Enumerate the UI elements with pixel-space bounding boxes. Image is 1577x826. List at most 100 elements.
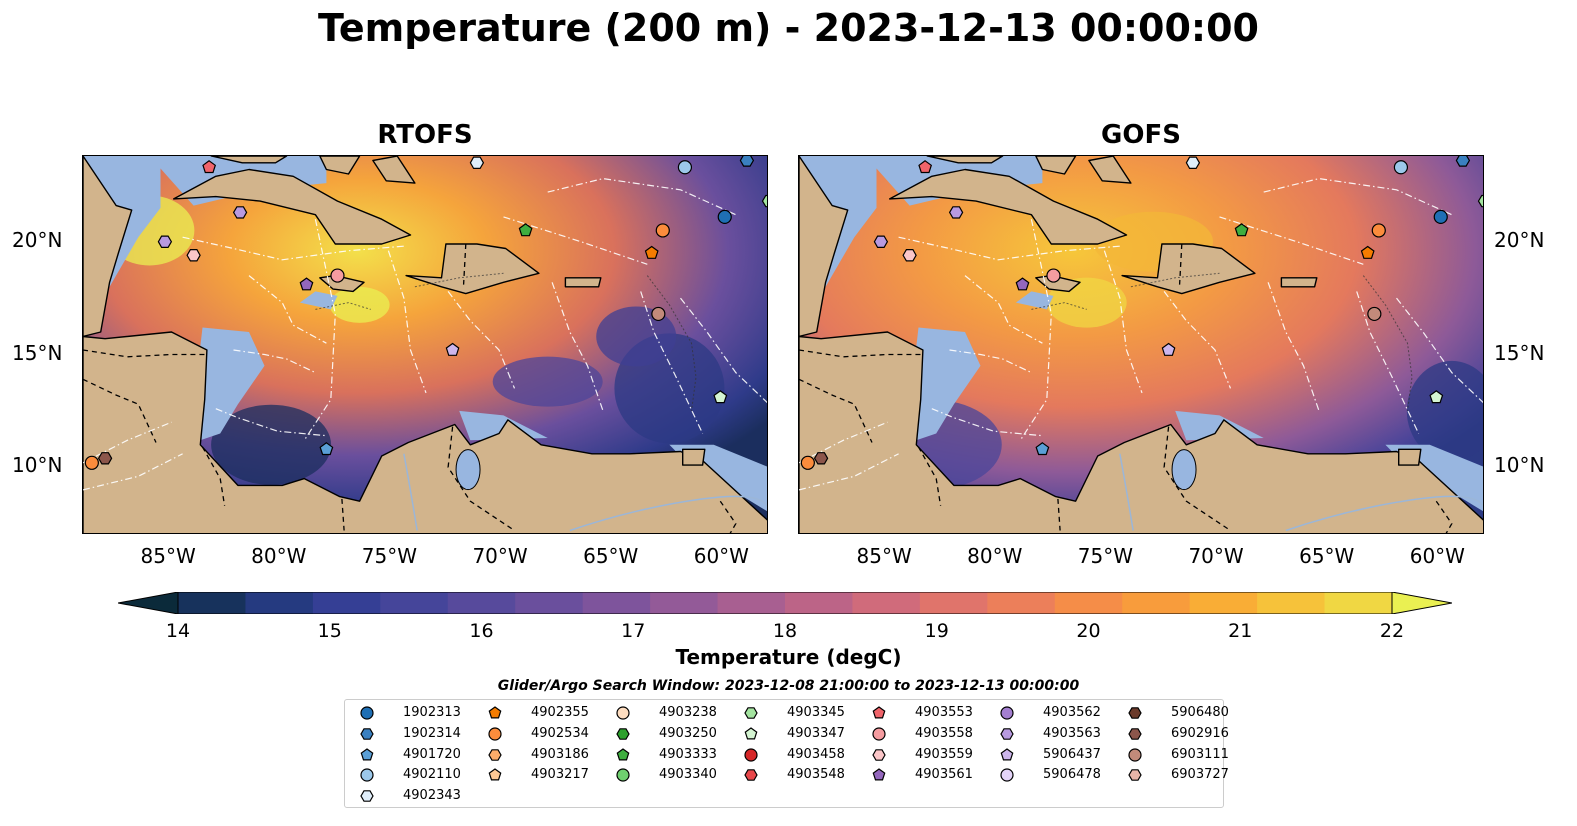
colorbar-tick-label: 22 [1379, 620, 1405, 642]
float-marker-4903561[interactable] [1015, 277, 1030, 291]
x-tick-label: 75°W [1077, 544, 1134, 568]
float-marker-4903553[interactable] [202, 160, 217, 174]
float-marker-4901720[interactable] [1035, 442, 1050, 456]
float-marker-4903559[interactable] [902, 248, 917, 262]
legend-label: 5906437 [1043, 746, 1101, 762]
float-marker-4903333[interactable] [1234, 223, 1249, 237]
x-tick-label: 75°W [361, 544, 418, 568]
float-marker-6903111[interactable] [651, 306, 666, 322]
legend-label: 1902313 [403, 705, 461, 720]
float-marker-1902314[interactable] [1455, 156, 1471, 167]
colorbar-segment [312, 592, 381, 614]
colorbar-segment [987, 592, 1056, 614]
legend-label: 5906478 [1043, 767, 1101, 783]
float-marker-4903558[interactable] [1046, 268, 1061, 283]
float-marker-6902916[interactable] [813, 452, 829, 465]
float-marker-4902534[interactable] [655, 223, 670, 238]
float-marker-4902343[interactable] [1185, 156, 1201, 169]
colorbar-tick-label: 17 [621, 620, 646, 642]
legend-label: 4903347 [787, 725, 845, 741]
legend-marker-circle-icon [1128, 747, 1142, 762]
float-marker-4903558[interactable] [330, 268, 345, 283]
float-marker-4903345[interactable] [1477, 194, 1485, 208]
y-tick-label: 20°N [1494, 227, 1545, 252]
legend-label: 4903333 [659, 746, 717, 762]
float-marker-4903347[interactable] [713, 390, 728, 404]
legend-marker-circle-icon [488, 727, 502, 741]
float-marker-4903563[interactable] [157, 235, 173, 249]
float-marker-4902110[interactable] [1393, 160, 1409, 175]
legend-marker-hexagon-icon [360, 790, 374, 802]
float-marker-4902343[interactable] [469, 156, 485, 169]
colorbar-segment [1122, 592, 1191, 614]
legend-label: 4903563 [1043, 725, 1101, 741]
x-tick-label: 60°W [1409, 544, 1465, 568]
float-marker-4901720[interactable] [319, 442, 334, 456]
legend-marker-pentagon-icon [488, 706, 502, 719]
float-marker-4902355[interactable] [644, 245, 659, 259]
float-marker-4902534[interactable] [800, 455, 815, 470]
legend-marker-circle-icon [616, 768, 630, 782]
colorbar-tick-label: 21 [1228, 620, 1253, 642]
float-marker-4903553[interactable] [918, 160, 933, 174]
rtofs-map[interactable] [82, 155, 768, 534]
legend-label: 1902314 [403, 725, 461, 741]
legend-marker-hexagon-icon [1128, 727, 1142, 740]
colorbar-segment [717, 592, 786, 614]
legend-marker-pentagon-icon [872, 768, 886, 781]
legend-marker-circle-icon [360, 768, 374, 782]
legend-marker-circle-icon [1000, 768, 1014, 782]
legend-label: 4903548 [787, 767, 845, 783]
float-marker-4902355[interactable] [1360, 245, 1375, 259]
search-window-text: Glider/Argo Search Window: 2023-12-08 21… [497, 678, 1080, 694]
colorbar-segment [1324, 592, 1393, 614]
float-marker-4903347[interactable] [1429, 390, 1444, 404]
x-tick-label: 80°W [967, 544, 1023, 568]
colorbar-segment [919, 592, 988, 614]
legend-marker-pentagon-icon [744, 727, 758, 740]
legend-label: 4903186 [531, 746, 589, 762]
float-marker-4903563[interactable] [948, 206, 964, 219]
colorbar-segment [582, 592, 651, 614]
float-marker-4902110[interactable] [677, 160, 693, 175]
float-marker-4903563[interactable] [232, 206, 248, 219]
legend-label: 6903727 [1171, 767, 1229, 783]
float-marker-4903333[interactable] [518, 223, 533, 237]
legend-marker-hexagon-icon [616, 727, 630, 740]
float-marker-1902313[interactable] [717, 209, 732, 225]
legend-label: 4903217 [531, 767, 589, 783]
float-marker-4903561[interactable] [299, 277, 314, 291]
legend-label: 4902355 [531, 705, 589, 720]
legend-label: 4903345 [787, 705, 845, 720]
x-tick-label: 65°W [583, 544, 639, 568]
float-marker-1902313[interactable] [1433, 209, 1448, 225]
float-marker-4903563[interactable] [873, 235, 889, 249]
legend-label: 4902343 [403, 788, 461, 804]
float-marker-4903345[interactable] [761, 194, 769, 208]
legend-label: 4903250 [659, 725, 717, 741]
colorbar-tick-label: 19 [924, 620, 949, 642]
float-marker-6903111[interactable] [1367, 306, 1382, 322]
legend-marker-circle-icon [1000, 706, 1014, 720]
legend-label: 4903562 [1043, 705, 1101, 720]
float-marker-5906437[interactable] [445, 342, 460, 356]
colorbar-tick-label: 18 [772, 620, 798, 642]
y-tick-label: 15°N [1494, 340, 1545, 365]
colorbar-extend-high [1391, 592, 1452, 614]
float-marker-1902314[interactable] [739, 156, 755, 167]
float-marker-6902916[interactable] [97, 452, 113, 465]
legend-marker-hexagon-icon [1128, 707, 1142, 719]
float-marker-4902534[interactable] [1371, 223, 1386, 238]
legend-marker-hexagon-icon [488, 748, 502, 761]
colorbar-segment [1054, 592, 1123, 614]
colorbar-label: Temperature (degC) [675, 645, 902, 669]
gofs-map[interactable] [798, 155, 1484, 534]
figure-title: Temperature (200 m) - 2023-12-13 00:00:0… [317, 6, 1259, 50]
float-marker-4903559[interactable] [186, 248, 201, 262]
float-marker-5906437[interactable] [1161, 342, 1176, 356]
colorbar-tick-label: 14 [165, 620, 191, 642]
legend-marker-hexagon-icon [872, 748, 886, 761]
float-marker-4902534[interactable] [84, 455, 99, 470]
legend-label: 4903553 [915, 705, 973, 720]
legend-marker-hexagon-icon [744, 707, 758, 719]
